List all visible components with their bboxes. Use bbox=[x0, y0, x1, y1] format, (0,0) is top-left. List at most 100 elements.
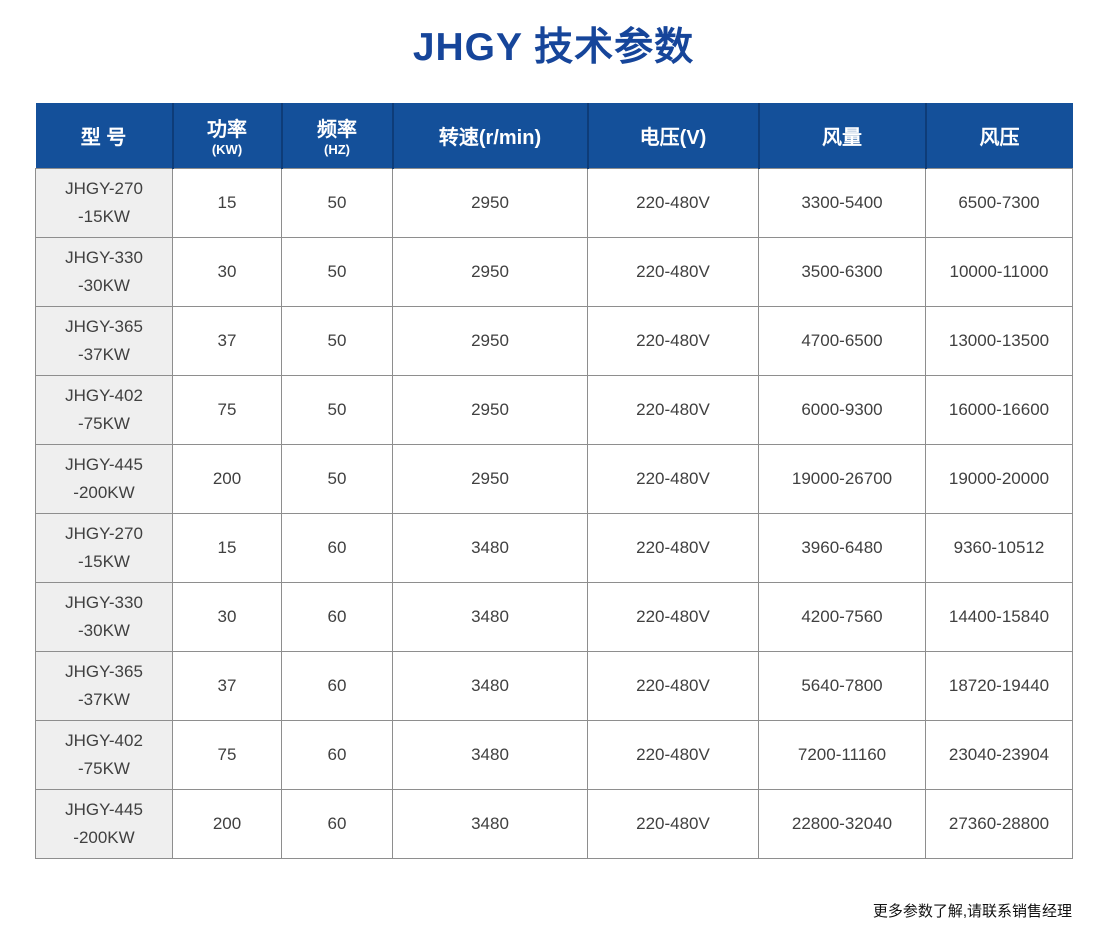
model-line-1: JHGY-330 bbox=[65, 247, 143, 267]
air-volume-cell: 7200-11160 bbox=[758, 719, 926, 790]
model-line-1: JHGY-330 bbox=[65, 592, 143, 612]
frequency-cell: 60 bbox=[281, 512, 393, 583]
speed-cell: 2950 bbox=[392, 305, 588, 376]
header-label: 风量 bbox=[822, 126, 862, 149]
power-cell: 30 bbox=[172, 236, 282, 307]
table-row: JHGY-270 -15KW 15 60 3480 220-480V 3960-… bbox=[35, 512, 1073, 583]
speed-cell: 3480 bbox=[392, 581, 588, 652]
model-line-2: -15KW bbox=[78, 551, 130, 571]
model-cell: JHGY-365 -37KW bbox=[35, 305, 173, 376]
page-title: JHGY 技术参数 bbox=[412, 26, 695, 69]
power-cell: 37 bbox=[172, 305, 282, 376]
voltage-cell: 220-480V bbox=[587, 236, 759, 307]
voltage-cell: 220-480V bbox=[587, 581, 759, 652]
header-label: 频率 bbox=[317, 119, 357, 142]
air-volume-cell: 22800-32040 bbox=[758, 788, 926, 859]
header-label: 电压(V) bbox=[639, 126, 707, 149]
spec-table: 型 号 功率 (KW) 频率 (HZ) 转速(r/min) 电压(V) 风量 bbox=[35, 103, 1073, 859]
model-line-1: JHGY-402 bbox=[65, 385, 143, 405]
air-pressure-cell: 14400-15840 bbox=[925, 581, 1073, 652]
header-label: 转速(r/min) bbox=[438, 126, 542, 149]
table-row: JHGY-365 -37KW 37 60 3480 220-480V 5640-… bbox=[35, 650, 1073, 721]
model-line-1: JHGY-402 bbox=[65, 730, 143, 750]
model-cell: JHGY-402 -75KW bbox=[35, 719, 173, 790]
table-row: JHGY-445 -200KW 200 60 3480 220-480V 228… bbox=[35, 788, 1073, 859]
model-cell: JHGY-365 -37KW bbox=[35, 650, 173, 721]
frequency-cell: 50 bbox=[281, 374, 393, 445]
header-cell-frequency: 频率 (HZ) bbox=[280, 103, 393, 168]
speed-cell: 2950 bbox=[392, 374, 588, 445]
power-cell: 15 bbox=[172, 167, 282, 238]
speed-cell: 2950 bbox=[392, 167, 588, 238]
header-cell-model: 型 号 bbox=[35, 103, 173, 168]
table-row: JHGY-330 -30KW 30 50 2950 220-480V 3500-… bbox=[35, 236, 1073, 307]
air-pressure-cell: 16000-16600 bbox=[925, 374, 1073, 445]
header-sub-label: (KW) bbox=[211, 142, 243, 158]
model-line-2: -30KW bbox=[78, 620, 130, 640]
air-volume-cell: 6000-9300 bbox=[758, 374, 926, 445]
frequency-cell: 50 bbox=[281, 167, 393, 238]
air-pressure-cell: 9360-10512 bbox=[925, 512, 1073, 583]
header-sub-label: (HZ) bbox=[324, 142, 350, 158]
speed-cell: 2950 bbox=[392, 236, 588, 307]
header-cell-power: 功率 (KW) bbox=[171, 103, 282, 168]
table-row: JHGY-445 -200KW 200 50 2950 220-480V 190… bbox=[35, 443, 1073, 514]
frequency-cell: 60 bbox=[281, 650, 393, 721]
voltage-cell: 220-480V bbox=[587, 512, 759, 583]
speed-cell: 3480 bbox=[392, 719, 588, 790]
voltage-cell: 220-480V bbox=[587, 305, 759, 376]
air-volume-cell: 5640-7800 bbox=[758, 650, 926, 721]
model-line-1: JHGY-270 bbox=[65, 523, 143, 543]
model-line-2: -75KW bbox=[78, 758, 130, 778]
header-label: 风压 bbox=[979, 126, 1020, 149]
frequency-cell: 60 bbox=[281, 788, 393, 859]
air-volume-cell: 4700-6500 bbox=[758, 305, 926, 376]
voltage-cell: 220-480V bbox=[587, 167, 759, 238]
power-cell: 15 bbox=[172, 512, 282, 583]
voltage-cell: 220-480V bbox=[587, 443, 759, 514]
table-body: JHGY-270 -15KW 15 50 2950 220-480V 3300-… bbox=[35, 167, 1073, 859]
power-cell: 75 bbox=[172, 374, 282, 445]
air-volume-cell: 3960-6480 bbox=[758, 512, 926, 583]
footer-note: 更多参数了解,请联系销售经理 bbox=[872, 903, 1072, 920]
table-row: JHGY-365 -37KW 37 50 2950 220-480V 4700-… bbox=[35, 305, 1073, 376]
header-row: 型 号 功率 (KW) 频率 (HZ) 转速(r/min) 电压(V) 风量 bbox=[35, 103, 1073, 168]
speed-cell: 3480 bbox=[392, 788, 588, 859]
air-volume-cell: 4200-7560 bbox=[758, 581, 926, 652]
table-row: JHGY-270 -15KW 15 50 2950 220-480V 3300-… bbox=[35, 167, 1073, 238]
power-cell: 30 bbox=[172, 581, 282, 652]
model-line-2: -37KW bbox=[78, 344, 130, 364]
air-volume-cell: 3500-6300 bbox=[758, 236, 926, 307]
model-line-1: JHGY-445 bbox=[65, 454, 143, 474]
voltage-cell: 220-480V bbox=[587, 374, 759, 445]
model-cell: JHGY-270 -15KW bbox=[35, 167, 173, 238]
model-line-1: JHGY-445 bbox=[65, 799, 143, 819]
air-pressure-cell: 13000-13500 bbox=[925, 305, 1073, 376]
model-cell: JHGY-330 -30KW bbox=[35, 581, 173, 652]
air-pressure-cell: 27360-28800 bbox=[925, 788, 1073, 859]
model-line-1: JHGY-270 bbox=[65, 178, 143, 198]
model-cell: JHGY-445 -200KW bbox=[35, 788, 173, 859]
model-cell: JHGY-402 -75KW bbox=[35, 374, 173, 445]
voltage-cell: 220-480V bbox=[587, 788, 759, 859]
frequency-cell: 50 bbox=[281, 305, 393, 376]
model-line-2: -15KW bbox=[78, 206, 130, 226]
header-cell-speed: 转速(r/min) bbox=[391, 103, 588, 168]
power-cell: 200 bbox=[172, 788, 282, 859]
table-row: JHGY-402 -75KW 75 50 2950 220-480V 6000-… bbox=[35, 374, 1073, 445]
frequency-cell: 50 bbox=[281, 443, 393, 514]
air-pressure-cell: 6500-7300 bbox=[925, 167, 1073, 238]
speed-cell: 3480 bbox=[392, 650, 588, 721]
voltage-cell: 220-480V bbox=[587, 719, 759, 790]
frequency-cell: 60 bbox=[281, 719, 393, 790]
air-pressure-cell: 23040-23904 bbox=[925, 719, 1073, 790]
voltage-cell: 220-480V bbox=[587, 650, 759, 721]
frequency-cell: 50 bbox=[281, 236, 393, 307]
model-cell: JHGY-330 -30KW bbox=[35, 236, 173, 307]
air-pressure-cell: 10000-11000 bbox=[925, 236, 1073, 307]
header-cell-air-volume: 风量 bbox=[757, 103, 926, 168]
model-cell: JHGY-270 -15KW bbox=[35, 512, 173, 583]
header-cell-voltage: 电压(V) bbox=[586, 103, 759, 168]
model-line-1: JHGY-365 bbox=[65, 316, 143, 336]
air-volume-cell: 3300-5400 bbox=[758, 167, 926, 238]
